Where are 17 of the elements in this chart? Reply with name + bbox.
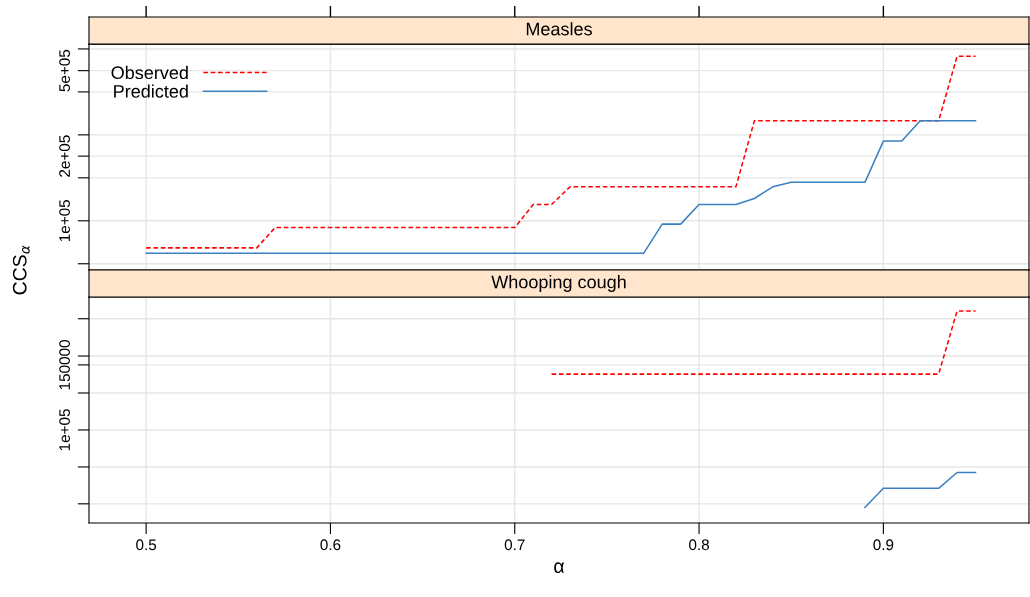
x-tick-label: 0.5 — [136, 539, 157, 551]
x-tick-label: 0.8 — [689, 539, 710, 551]
y-tick-label: 5e+05 — [59, 49, 70, 92]
y-tick-label: 1e+05 — [59, 199, 70, 242]
legend-label: Observed — [111, 65, 188, 80]
legend-label: Predicted — [114, 84, 188, 98]
line-series — [145, 120, 977, 254]
y-axis-title: CCS$_{α}$ — [12, 245, 30, 295]
chart-title: Measles — [526, 22, 592, 36]
x-tick-label: 0.9 — [873, 539, 894, 551]
y-tick-label: 1e+05 — [59, 409, 70, 451]
y-tick-label: 2e+05 — [59, 135, 70, 177]
x-axis-title: α — [554, 562, 565, 574]
y-tick-label: 150000 — [59, 339, 70, 390]
x-tick-label: 0.7 — [504, 539, 525, 551]
x-tick-label: 0.6 — [320, 539, 341, 551]
chart-title: Whooping cough — [491, 275, 626, 292]
